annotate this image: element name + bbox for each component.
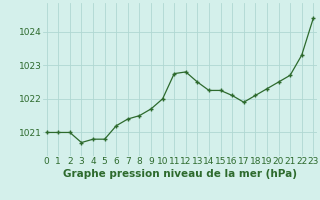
X-axis label: Graphe pression niveau de la mer (hPa): Graphe pression niveau de la mer (hPa) [63,169,297,179]
